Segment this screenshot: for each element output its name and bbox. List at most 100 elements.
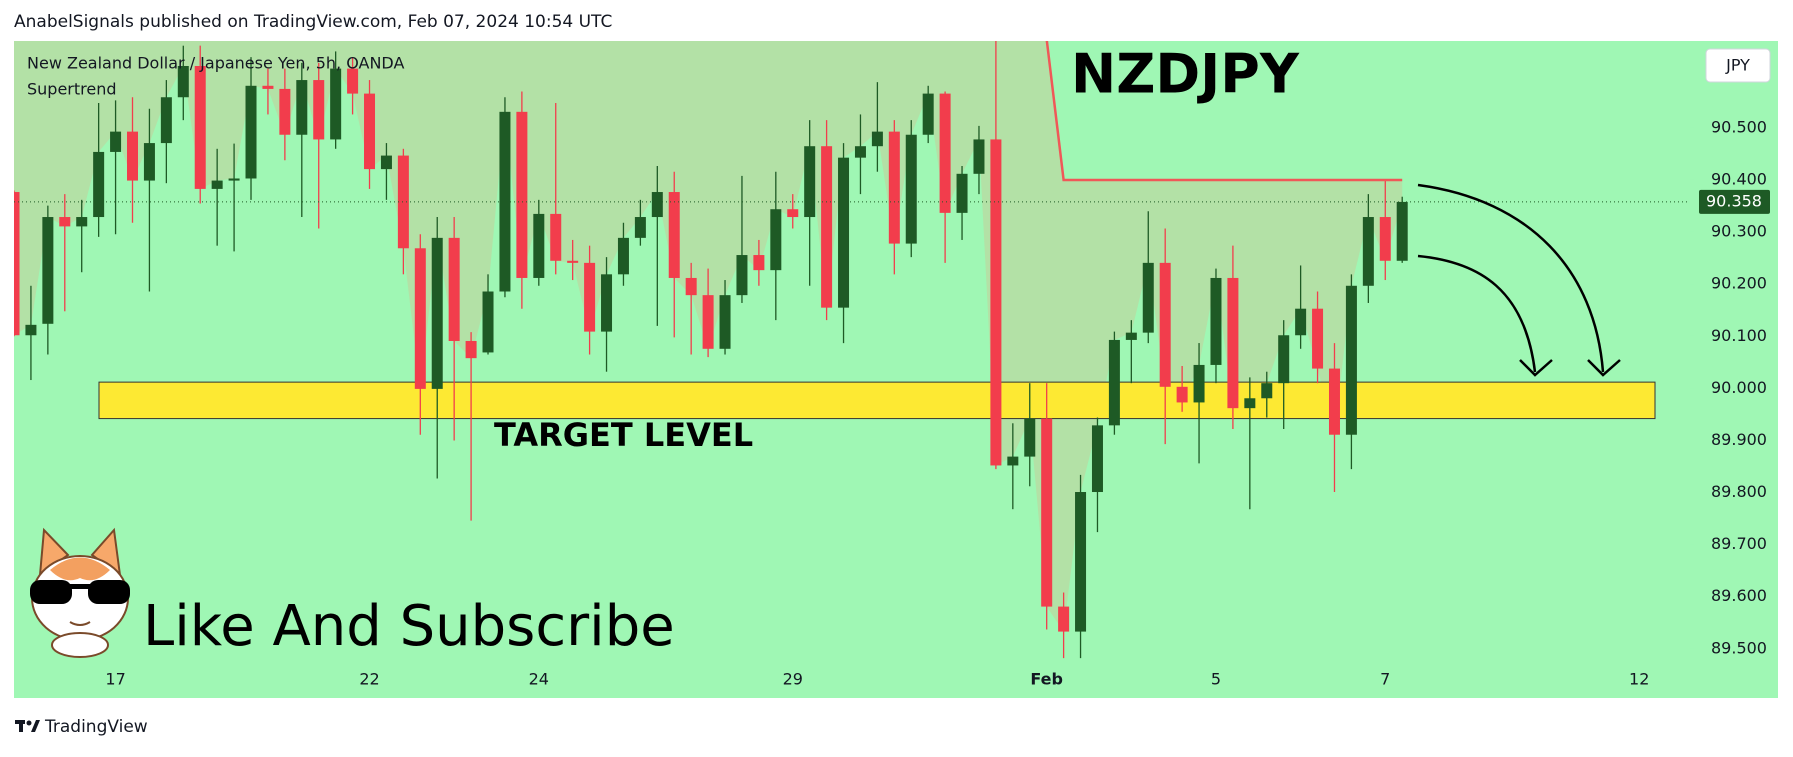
candle-body: [397, 155, 409, 249]
candle-body: [14, 192, 20, 336]
y-tick-label: 89.900: [1711, 430, 1767, 449]
candle-body: [1142, 262, 1154, 333]
candle-body: [127, 131, 139, 181]
candle-body: [821, 146, 833, 308]
candle-body: [25, 324, 37, 336]
candle-body: [685, 277, 697, 296]
x-tick-label: 29: [783, 670, 803, 689]
x-tick-label: 7: [1380, 670, 1390, 689]
annotation-text: Like And Subscribe: [143, 594, 675, 659]
candle-body: [871, 131, 883, 147]
overlay: 89.500 89.600 89.700 89.800 89.900 90.000 90.1…: [14, 117, 1770, 689]
candle-body: [1295, 308, 1307, 336]
candle-body: [1193, 364, 1205, 403]
candle-body: [1176, 386, 1188, 403]
candle-body: [1058, 606, 1070, 632]
candle-body: [1362, 217, 1374, 286]
candle-body: [736, 255, 748, 296]
candle-body: [990, 139, 1002, 466]
candle-body: [804, 146, 816, 218]
target-zone-label: TARGET LEVEL: [494, 416, 753, 454]
candle-body: [1379, 217, 1391, 261]
y-tick-label: 90.300: [1711, 222, 1767, 241]
candle-body: [651, 192, 663, 218]
candle-body: [1328, 368, 1340, 435]
candle-body: [1396, 201, 1408, 261]
candle-body: [939, 93, 951, 213]
candle-body: [956, 173, 968, 213]
candle-body: [1227, 277, 1239, 409]
y-tick-label: 89.800: [1711, 482, 1767, 501]
candle-body: [296, 80, 308, 135]
last-price-label: 90.358: [1706, 191, 1762, 210]
x-tick-label: 22: [359, 670, 379, 689]
x-tick-label: 17: [105, 670, 125, 689]
y-tick-label: 90.000: [1711, 378, 1767, 397]
candle-body: [601, 274, 613, 332]
last-price-tag: [1699, 189, 1770, 214]
candle-body: [1108, 339, 1120, 426]
plot-area: [14, 41, 1656, 659]
candle-body: [76, 217, 88, 227]
arrow: [1417, 183, 1605, 373]
cat-mascot: [30, 527, 130, 658]
candle-body: [1125, 332, 1137, 340]
candle-body: [1091, 425, 1103, 493]
candle-body: [364, 93, 376, 170]
candle-body: [380, 155, 392, 170]
arrowhead: [1519, 359, 1553, 377]
candle-body: [448, 237, 460, 341]
candle-body: [1075, 492, 1087, 632]
candle-body: [347, 68, 359, 94]
y-tick-label: 89.500: [1711, 638, 1767, 657]
candle-body: [262, 85, 274, 89]
brand-name: TradingView: [44, 717, 148, 737]
tradingview-logo: [15, 720, 40, 732]
candle-body: [617, 237, 629, 275]
candle-body: [567, 260, 579, 263]
candle-body: [93, 151, 105, 218]
symbol-description: New Zealand Dollar / Japanese Yen, 5h, O…: [27, 54, 404, 73]
y-tick-label: 90.400: [1711, 170, 1767, 189]
candle-body: [719, 295, 731, 349]
candle-body: [110, 131, 122, 152]
candle-body: [1041, 418, 1053, 607]
candle-body: [584, 262, 596, 332]
candle-body: [414, 248, 426, 389]
candle-body: [922, 93, 934, 135]
arrow: [1417, 254, 1537, 373]
candle-body: [973, 139, 985, 174]
currency-box: [1705, 48, 1771, 83]
candle-body: [245, 85, 257, 179]
x-tick-label: 5: [1211, 670, 1221, 689]
y-tick-label: 90.200: [1711, 274, 1767, 293]
arrowhead: [1587, 359, 1621, 377]
x-tick-label: 24: [529, 670, 549, 689]
candle-body: [533, 213, 545, 278]
y-tick-label: 89.600: [1711, 586, 1767, 605]
y-tick-label: 89.700: [1711, 534, 1767, 553]
candle-body: [634, 217, 646, 238]
candle-body: [1159, 262, 1171, 387]
candle-body: [1261, 383, 1273, 399]
indicator-legend: Supertrend: [27, 80, 117, 99]
candle-body: [1345, 285, 1357, 435]
candle-body: [753, 255, 765, 271]
target-zone: [98, 381, 1656, 420]
x-tick-label: Feb: [1030, 670, 1063, 689]
supertrend-line: [1045, 41, 1403, 182]
x-tick-label: 12: [1629, 670, 1649, 689]
candle-body: [431, 237, 443, 389]
y-tick-label: 90.100: [1711, 326, 1767, 345]
candle-body: [42, 217, 54, 324]
candle-body: [770, 209, 782, 271]
candle-body: [854, 146, 866, 158]
y-tick-label: 90.500: [1711, 117, 1767, 136]
candle-body: [194, 65, 206, 189]
candle-body: [1210, 277, 1222, 365]
candle-body: [1244, 398, 1256, 409]
candle-body: [1024, 418, 1036, 457]
publish-header: AnabelSignals published on TradingView.c…: [14, 12, 612, 32]
currency-label: JPY: [1725, 56, 1750, 75]
candle-body: [177, 65, 189, 98]
